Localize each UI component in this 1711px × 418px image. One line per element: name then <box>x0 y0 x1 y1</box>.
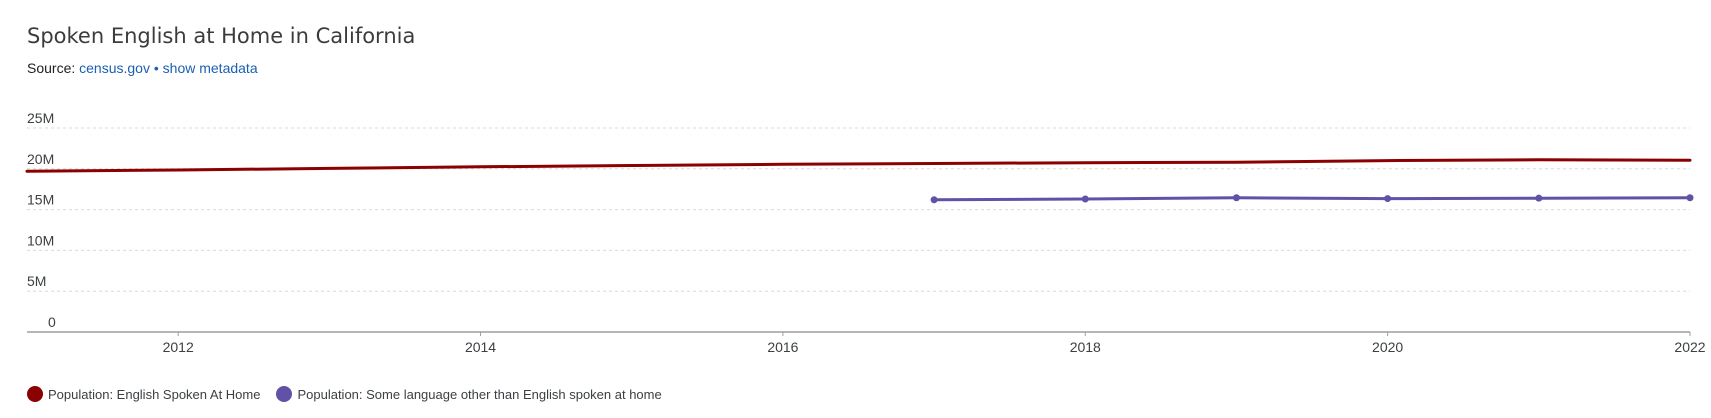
x-axis-ticks: 2012 2014 2016 2018 2020 2022 <box>163 332 1706 355</box>
grid-lines <box>27 127 1690 292</box>
series-line-0 <box>25 158 1692 173</box>
legend-swatch-other-language <box>276 386 293 402</box>
y-tick-label: 20M <box>27 151 54 167</box>
x-tick-label: 2020 <box>1372 339 1403 355</box>
chart-title: Spoken English at Home in California <box>27 24 416 48</box>
x-tick-label: 2014 <box>465 339 496 355</box>
data-point <box>1535 194 1543 202</box>
data-point <box>1384 195 1392 203</box>
data-point <box>930 196 938 204</box>
x-tick-label: 2018 <box>1070 339 1101 355</box>
legend-swatch-english <box>27 386 43 402</box>
legend: Population: English Spoken At Home Popul… <box>27 386 678 402</box>
legend-item-english[interactable]: Population: English Spoken At Home <box>27 386 260 402</box>
x-tick-label: 2022 <box>1674 339 1705 355</box>
y-tick-label: 15M <box>27 192 54 208</box>
y-tick-label: 5M <box>27 273 46 289</box>
line-chart: 0 5M 10M 15M 20M 25M 2012 2014 2016 2018 2020 2022 <box>25 110 1706 355</box>
show-metadata-link[interactable]: show metadata <box>162 60 258 76</box>
series-line-1 <box>932 196 1692 202</box>
source-link[interactable]: census.gov <box>79 60 150 76</box>
series-lines <box>25 158 1694 204</box>
data-point <box>1686 194 1694 202</box>
y-tick-label: 25M <box>27 110 54 126</box>
source-prefix: Source: <box>27 60 76 76</box>
y-axis-ticks: 0 5M 10M 15M 20M 25M <box>27 110 56 330</box>
y-tick-label: 0 <box>48 314 56 330</box>
source-line: Source: census.gov • show metadata <box>27 60 258 76</box>
legend-label-english: Population: English Spoken At Home <box>48 386 261 402</box>
source-separator: • <box>153 60 159 76</box>
x-tick-label: 2016 <box>767 339 798 355</box>
legend-label-other-language: Population: Some language other than Eng… <box>297 386 662 402</box>
x-tick-label: 2012 <box>163 339 194 355</box>
data-point <box>1081 195 1089 203</box>
legend-item-other-language[interactable]: Population: Some language other than Eng… <box>276 386 662 402</box>
y-tick-label: 10M <box>27 232 54 248</box>
data-point <box>1232 194 1240 202</box>
